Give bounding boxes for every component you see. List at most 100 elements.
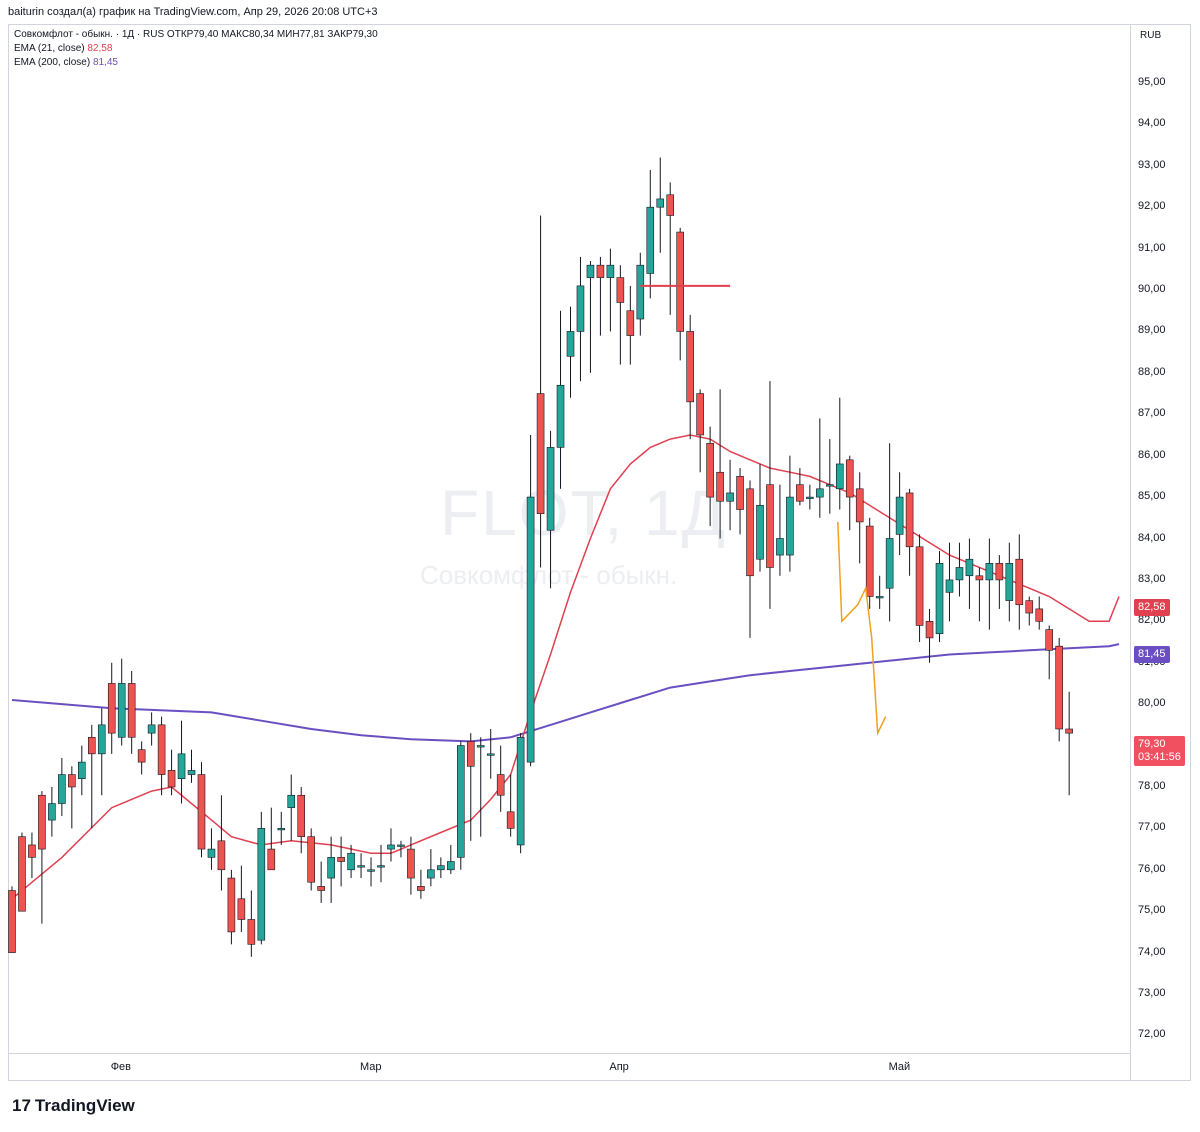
price-tick-label: 84,00: [1138, 531, 1166, 544]
candle-body: [28, 844, 36, 858]
ema21-price-badge: 82,58: [1134, 599, 1170, 616]
candle-body: [287, 794, 296, 808]
candle-body: [975, 575, 984, 581]
price-tick-label: 95,00: [1138, 75, 1166, 88]
tradingview-logo[interactable]: 17 TradingView: [12, 1096, 135, 1116]
time-tick-label: Апр: [609, 1061, 629, 1073]
candle-body: [736, 476, 744, 510]
candle-body: [1045, 629, 1054, 651]
ema200-label: EMA (200, close): [14, 57, 91, 68]
ema200-value: 81,45: [92, 57, 118, 68]
price-tick-label: 87,00: [1138, 407, 1166, 420]
time-tick-label: Мар: [360, 1061, 382, 1073]
candle-body: [466, 741, 475, 767]
candle-body: [97, 724, 106, 755]
price-tick-label: 88,00: [1138, 365, 1166, 378]
candle-body: [845, 459, 854, 498]
candle-body: [606, 264, 615, 278]
price-tick-label: 94,00: [1138, 117, 1166, 130]
candle-body: [875, 596, 884, 599]
time-axis[interactable]: [8, 1053, 1130, 1054]
candle-body: [576, 285, 585, 332]
candle-body: [865, 525, 874, 597]
candle-body: [357, 865, 365, 868]
candle-body: [686, 331, 694, 403]
candle-body: [217, 840, 226, 871]
candle-body: [167, 770, 176, 788]
candle-body: [267, 848, 276, 871]
candle-body: [915, 546, 924, 626]
candle-body: [18, 836, 26, 912]
candle-body: [427, 869, 435, 879]
price-tick-label: 72,00: [1138, 1028, 1166, 1041]
candle-body: [766, 484, 774, 568]
ema200-legend[interactable]: EMA (200, close) 81,45: [14, 56, 378, 70]
price-tick-label: 86,00: [1138, 448, 1166, 461]
candle-body: [895, 496, 904, 535]
candle-body: [1005, 563, 1014, 601]
ema21-legend[interactable]: EMA (21, close) 82,58: [14, 42, 378, 56]
candle-body: [227, 877, 236, 933]
price-axis[interactable]: [1130, 24, 1131, 1081]
candle-body: [78, 761, 86, 779]
candle-body: [207, 848, 216, 858]
watermark-name: Совкомфлот - обыкн.: [420, 560, 678, 590]
close-price-value: 79,30: [1138, 738, 1166, 750]
candle-body: [1025, 600, 1034, 614]
price-tick-label: 85,00: [1138, 490, 1166, 503]
candle-body: [197, 774, 206, 850]
ema21-line: [11, 434, 1120, 900]
candle-body: [526, 496, 535, 763]
candle-body: [377, 865, 385, 868]
candle-body: [626, 310, 635, 336]
triangle-pattern-drawing: [837, 521, 887, 736]
price-tick-label: 75,00: [1138, 904, 1166, 917]
candle-body: [147, 724, 156, 734]
price-tick-label: 73,00: [1138, 987, 1166, 1000]
candle-body: [387, 844, 395, 850]
candle-body: [447, 861, 455, 871]
candle-body: [177, 753, 186, 779]
candle-body: [646, 206, 655, 274]
candle-body: [277, 828, 286, 831]
ema200-price-badge: 81,45: [1134, 646, 1170, 663]
ema21-value: 82,58: [87, 43, 113, 54]
candle-body: [746, 488, 754, 577]
candle-body: [8, 890, 16, 953]
tradingview-logo-icon: 17: [12, 1096, 31, 1115]
candle-body: [506, 811, 515, 829]
price-tick-label: 90,00: [1138, 283, 1166, 296]
candle-body: [58, 774, 66, 804]
candle-body: [417, 886, 425, 891]
candle-body: [935, 563, 944, 635]
candle-body: [68, 774, 76, 788]
candle-body: [826, 484, 834, 487]
candle-body: [347, 852, 355, 871]
candle-body: [107, 683, 116, 734]
candle-body: [726, 492, 734, 502]
candle-body: [905, 492, 914, 548]
candle-body: [586, 264, 595, 278]
candle-body: [556, 384, 565, 448]
candle-body: [247, 919, 256, 945]
candle-body: [835, 463, 844, 490]
candle-body: [596, 264, 605, 278]
candle-body: [157, 724, 166, 775]
currency-label[interactable]: RUB: [1140, 30, 1162, 41]
candle-body: [776, 538, 784, 556]
price-tick-label: 93,00: [1138, 158, 1166, 171]
candle-body: [816, 488, 824, 498]
candle-body: [656, 198, 665, 208]
candle-body: [696, 393, 704, 436]
time-tick-label: Май: [888, 1061, 911, 1073]
tradingview-logo-text: TradingView: [34, 1096, 135, 1115]
candle-body: [407, 848, 415, 879]
candle-body: [706, 442, 714, 498]
price-tick-label: 80,00: [1138, 697, 1166, 710]
chart-frame: [8, 24, 1191, 1081]
candle-body: [676, 231, 684, 332]
candle-body: [716, 471, 724, 502]
candle-body: [367, 869, 375, 872]
candle-body: [945, 579, 954, 593]
